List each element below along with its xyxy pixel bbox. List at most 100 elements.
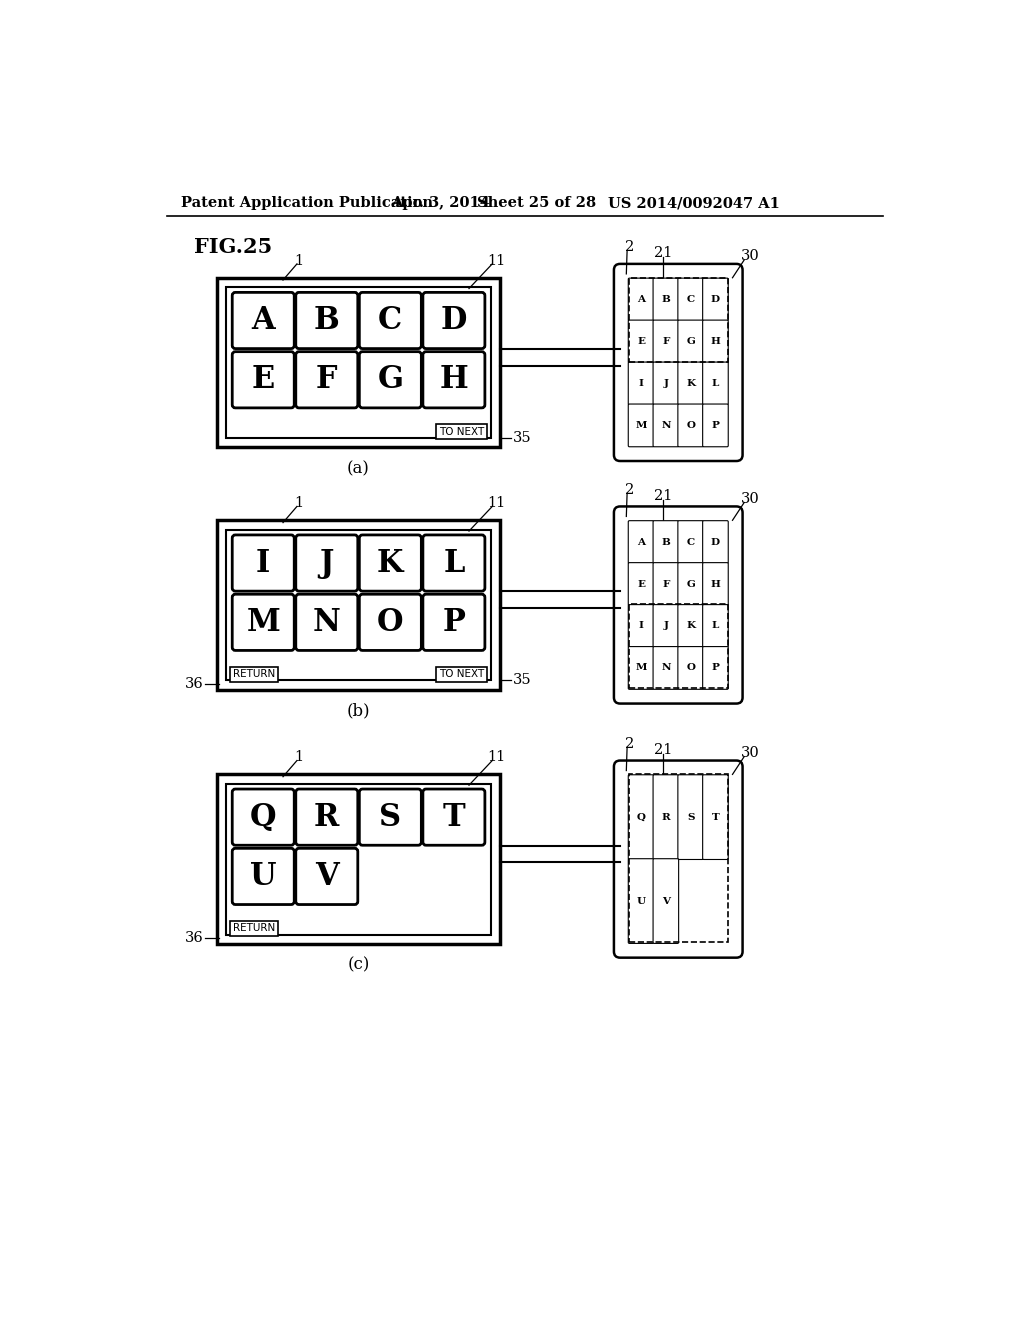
FancyBboxPatch shape	[359, 789, 421, 845]
FancyBboxPatch shape	[614, 760, 742, 958]
FancyBboxPatch shape	[226, 784, 490, 935]
Text: B: B	[314, 305, 340, 337]
FancyBboxPatch shape	[653, 279, 679, 321]
FancyBboxPatch shape	[653, 775, 679, 859]
Text: RETURN: RETURN	[233, 669, 275, 680]
Text: J: J	[664, 622, 669, 631]
FancyBboxPatch shape	[423, 789, 485, 845]
Text: D: D	[711, 537, 720, 546]
Text: 30: 30	[741, 746, 760, 760]
FancyBboxPatch shape	[296, 849, 357, 904]
Text: P: P	[712, 664, 720, 672]
FancyBboxPatch shape	[629, 859, 654, 944]
FancyBboxPatch shape	[296, 789, 357, 845]
Text: Apr. 3, 2014: Apr. 3, 2014	[391, 197, 490, 210]
Text: L: L	[712, 622, 719, 631]
Text: 21: 21	[653, 743, 672, 756]
Text: B: B	[662, 537, 671, 546]
FancyBboxPatch shape	[217, 775, 500, 944]
FancyBboxPatch shape	[678, 520, 703, 564]
Text: Q: Q	[250, 801, 276, 833]
Text: N: N	[662, 664, 671, 672]
Text: E: E	[252, 364, 274, 395]
FancyBboxPatch shape	[359, 535, 421, 591]
Text: 35: 35	[512, 430, 531, 445]
Text: G: G	[686, 337, 695, 346]
Text: E: E	[637, 337, 645, 346]
Text: K: K	[686, 379, 695, 388]
FancyBboxPatch shape	[436, 424, 486, 440]
FancyBboxPatch shape	[232, 849, 294, 904]
Text: C: C	[686, 537, 694, 546]
FancyBboxPatch shape	[702, 605, 728, 647]
Text: I: I	[639, 379, 643, 388]
FancyBboxPatch shape	[423, 535, 485, 591]
Text: TO NEXT: TO NEXT	[439, 669, 484, 680]
Text: I: I	[256, 548, 270, 578]
Text: A: A	[637, 537, 645, 546]
FancyBboxPatch shape	[702, 775, 728, 859]
FancyBboxPatch shape	[614, 507, 742, 704]
Text: 2: 2	[625, 737, 634, 751]
FancyBboxPatch shape	[629, 404, 654, 446]
FancyBboxPatch shape	[423, 293, 485, 348]
Text: Patent Application Publication: Patent Application Publication	[180, 197, 433, 210]
Text: TO NEXT: TO NEXT	[439, 426, 484, 437]
FancyBboxPatch shape	[702, 647, 728, 689]
FancyBboxPatch shape	[653, 647, 679, 689]
FancyBboxPatch shape	[230, 921, 279, 936]
FancyBboxPatch shape	[653, 562, 679, 606]
FancyBboxPatch shape	[232, 789, 294, 845]
FancyBboxPatch shape	[702, 404, 728, 446]
Text: 30: 30	[741, 492, 760, 506]
FancyBboxPatch shape	[296, 293, 357, 348]
Text: FIG.25: FIG.25	[194, 238, 272, 257]
Text: RETURN: RETURN	[233, 924, 275, 933]
Text: (c): (c)	[347, 957, 370, 974]
FancyBboxPatch shape	[702, 321, 728, 363]
Text: 21: 21	[653, 488, 672, 503]
Text: 11: 11	[487, 253, 505, 268]
Text: R: R	[314, 801, 340, 833]
Text: A: A	[637, 294, 645, 304]
FancyBboxPatch shape	[230, 667, 279, 682]
Text: 1: 1	[294, 496, 303, 511]
Text: C: C	[686, 294, 694, 304]
Text: 11: 11	[487, 751, 505, 764]
Text: B: B	[662, 294, 671, 304]
Text: 2: 2	[625, 483, 634, 496]
Text: O: O	[377, 607, 403, 638]
FancyBboxPatch shape	[232, 594, 294, 651]
Text: U: U	[250, 861, 276, 892]
FancyBboxPatch shape	[702, 520, 728, 564]
FancyBboxPatch shape	[702, 362, 728, 405]
FancyBboxPatch shape	[702, 562, 728, 606]
FancyBboxPatch shape	[653, 520, 679, 564]
Text: D: D	[711, 294, 720, 304]
Text: I: I	[639, 622, 643, 631]
Text: D: D	[440, 305, 467, 337]
FancyBboxPatch shape	[678, 647, 703, 689]
Text: Q: Q	[637, 813, 645, 821]
Text: G: G	[686, 579, 695, 589]
FancyBboxPatch shape	[423, 594, 485, 651]
Text: (b): (b)	[347, 702, 371, 719]
FancyBboxPatch shape	[678, 404, 703, 446]
FancyBboxPatch shape	[232, 293, 294, 348]
Text: J: J	[319, 548, 334, 578]
FancyBboxPatch shape	[653, 362, 679, 405]
FancyBboxPatch shape	[678, 279, 703, 321]
Text: T: T	[712, 813, 719, 821]
FancyBboxPatch shape	[653, 859, 679, 944]
Text: S: S	[687, 813, 694, 821]
Text: N: N	[662, 421, 671, 430]
Text: (a): (a)	[347, 461, 370, 478]
FancyBboxPatch shape	[629, 279, 654, 321]
FancyBboxPatch shape	[423, 351, 485, 408]
FancyBboxPatch shape	[629, 605, 654, 647]
FancyBboxPatch shape	[296, 535, 357, 591]
Text: K: K	[686, 622, 695, 631]
Text: 2: 2	[625, 240, 634, 253]
Text: J: J	[664, 379, 669, 388]
Text: P: P	[442, 607, 465, 638]
